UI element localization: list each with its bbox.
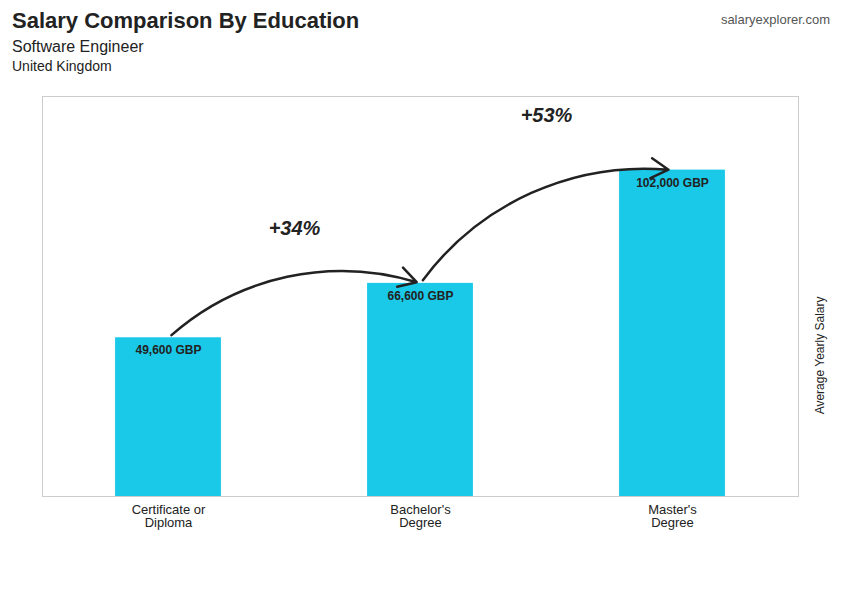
svg-text:49,600 GBP: 49,600 GBP (135, 343, 201, 357)
html-text:salaryexplorer.com: salaryexplorer.com (720, 12, 830, 27)
svg-text:Master'sDegree: Master'sDegree (648, 502, 697, 530)
svg-text:Average Yearly Salary: Average Yearly Salary (813, 297, 827, 415)
html-text:Software Engineer: Software Engineer (12, 38, 144, 55)
svg-text:102,000 GBP: 102,000 GBP (636, 176, 709, 190)
svg-text:Bachelor'sDegree: Bachelor'sDegree (390, 502, 451, 530)
svg-text:66,600 GBP: 66,600 GBP (387, 289, 453, 303)
svg-text:+34%: +34% (269, 217, 321, 239)
svg-text:+53%: +53% (521, 104, 573, 126)
html-text:Salary Comparison By Education: Salary Comparison By Education (12, 8, 360, 33)
html-text:United Kingdom: United Kingdom (12, 58, 112, 74)
svg-text:Certificate orDiploma: Certificate orDiploma (132, 502, 206, 530)
